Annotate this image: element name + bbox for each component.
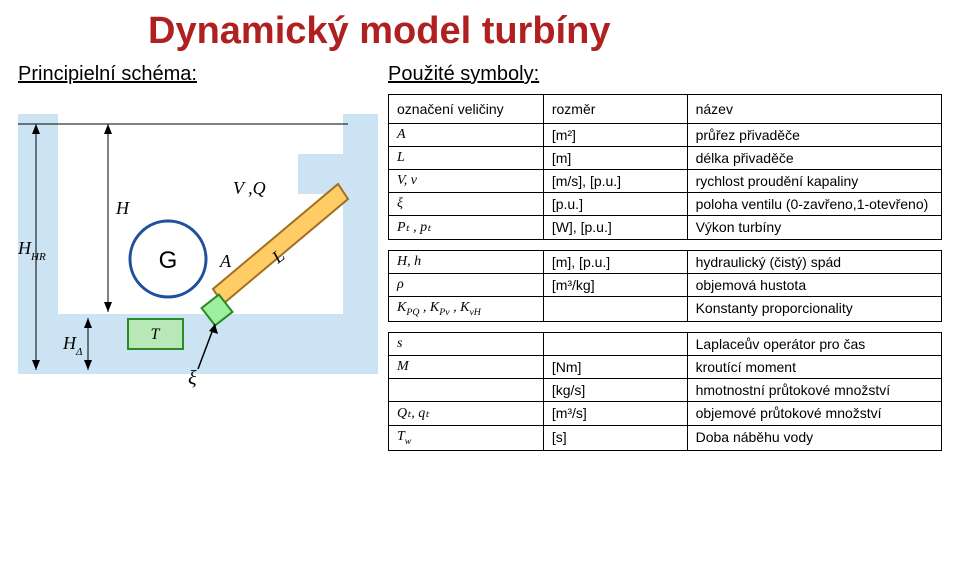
main-title: Dynamický model turbíny — [148, 10, 942, 53]
structure-joint — [298, 154, 353, 194]
schematic: G T ξ — [18, 94, 378, 384]
table-row: Tw[s]Doba náběhu vody — [389, 425, 942, 450]
vq-label: V ,Q — [233, 178, 266, 198]
turbine-letter: G — [159, 247, 178, 274]
hdr-oznaceni: označení veličiny — [389, 95, 544, 124]
h-arr-top — [104, 124, 112, 134]
table-row: ξ[p.u.]poloha ventilu (0-zavřeno,1-otevř… — [389, 193, 942, 216]
table-row: H, h[m], [p.u.]hydraulický (čistý) spád — [389, 251, 942, 274]
penstock — [213, 184, 348, 304]
table-row: Qₜ, qₜ[m³/s]objemové průtokové množství — [389, 401, 942, 425]
table-row: M[Nm]kroutící moment — [389, 355, 942, 378]
a-label: A — [219, 251, 232, 271]
table-row: Pₜ , pₜ[W], [p.u.]Výkon turbíny — [389, 216, 942, 240]
structure-right — [343, 114, 378, 314]
table-row: A[m²]průřez přivaděče — [389, 124, 942, 147]
left-heading: Principielní schéma: — [18, 63, 388, 86]
content-row: Principielní schéma: G — [18, 63, 942, 451]
table-row: KPQ , KPv , KvHKonstanty proporcionality — [389, 297, 942, 322]
left-column: Principielní schéma: G — [18, 63, 388, 384]
right-heading: Použité symboly: — [388, 63, 942, 86]
sym-tw: Tw — [389, 425, 544, 450]
table-row: označení veličiny rozměr název — [389, 95, 942, 124]
table-row: L[m]délka přivaděče — [389, 147, 942, 170]
slide: Dynamický model turbíny Principielní sch… — [0, 0, 960, 566]
t-block-label: T — [151, 326, 161, 343]
symbol-table-3: sLaplaceův operátor pro čas M[Nm]kroutíc… — [388, 332, 942, 451]
table-row: ρ[m³/kg]objemová hustota — [389, 274, 942, 297]
h-arr-bot — [104, 302, 112, 312]
tank-left — [18, 114, 58, 314]
right-column: Použité symboly: označení veličiny rozmě… — [388, 63, 942, 451]
h-label: H — [115, 198, 130, 218]
hdr-rozmer: rozměr — [543, 95, 687, 124]
pipe-fill — [213, 184, 348, 304]
table-row: V, v[m/s], [p.u.]rychlost proudění kapal… — [389, 170, 942, 193]
xi-label: ξ — [188, 367, 197, 389]
table-row: sLaplaceův operátor pro čas — [389, 332, 942, 355]
symbol-table-1: označení veličiny rozměr název A[m²]průř… — [388, 94, 942, 240]
hdr-nazev: název — [687, 95, 941, 124]
sym-constants: KPQ , KPv , KvH — [389, 297, 544, 322]
table-row: [kg/s]hmotnostní průtokové množství — [389, 378, 942, 401]
symbol-table-2: H, h[m], [p.u.]hydraulický (čistý) spád … — [388, 250, 942, 322]
